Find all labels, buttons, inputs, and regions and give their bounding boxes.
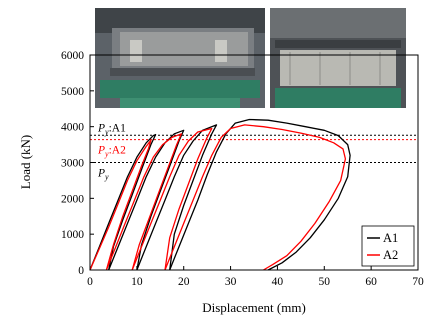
y-tick-label: 4000 [61,122,84,134]
x-tick-label: 30 [225,276,237,288]
y-tick-label: 1000 [61,229,84,241]
x-tick-label: 10 [131,276,143,288]
series-a1-cycle-4 [169,118,351,271]
y-tick-label: 6000 [61,50,84,62]
series-a2-cycle-1 [89,139,152,271]
x-tick-label: 70 [412,276,424,288]
reference-line-label-2: Py [97,168,109,182]
ref-label-suffix: :A2 [109,145,127,157]
x-axis-label: Displacement (mm) [202,300,306,315]
reference-line-label-0: Py:A1 [97,122,126,136]
x-tick-label: 20 [178,276,190,288]
y-axis-label: Load (kN) [18,135,33,190]
series-a2-cycle-4 [164,124,347,271]
series-a1-cycle-1 [89,133,157,271]
x-tick-label: 60 [365,276,377,288]
y-tick-label: 5000 [61,86,84,98]
x-tick-label: 50 [319,276,331,288]
photo-specimen-wide [95,8,265,108]
reference-lines [90,134,418,163]
photo-specimen-closeup [270,8,406,108]
ref-label-symbol: P [97,168,105,180]
x-tick-label: 40 [272,276,284,288]
y-tick-label: 3000 [61,158,84,170]
x-tick-label: 0 [87,276,93,288]
legend-box [361,225,415,267]
series-layer [89,118,351,271]
x-axis: 0 10 20 30 40 50 60 70 [87,266,424,288]
series-a1-cycle-2 [108,129,185,271]
ref-label-suffix: :A1 [109,122,127,134]
legend-label-a1: A1 [383,231,398,245]
y-tick-label: 2000 [61,193,84,205]
series-a2-cycle-3 [131,127,213,271]
legend-label-a2: A2 [383,248,398,262]
reference-line-label-1: Py:A2 [97,145,126,159]
y-axis: 0 1000 2000 3000 4000 5000 6000 [61,50,94,277]
ref-label-symbol: P [97,145,105,157]
ref-label-subscript: y [104,150,109,159]
ref-label-symbol: P [97,122,105,134]
y-tick-label: 0 [78,265,84,277]
series-a2-cycle-2 [105,133,183,271]
ref-label-subscript: y [104,127,109,136]
ref-label-subscript: y [104,173,109,182]
